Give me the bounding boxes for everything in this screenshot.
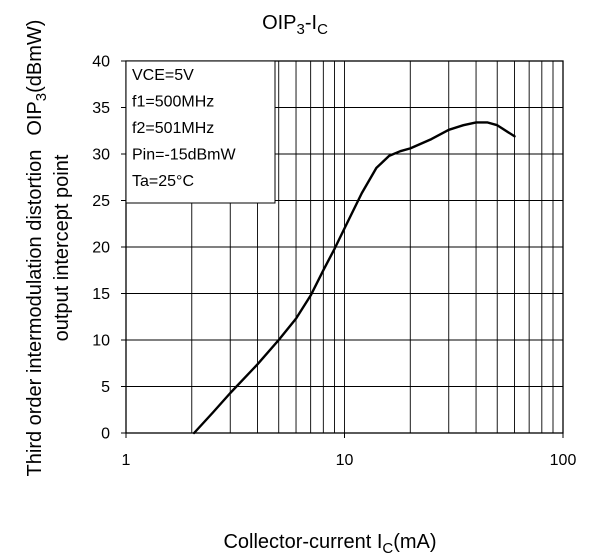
y-axis-label-line-2: output intercept point	[51, 154, 73, 341]
x-tick-label: 10	[336, 452, 354, 469]
title-base: OIP	[262, 12, 296, 34]
x-tick-label: 100	[550, 452, 577, 469]
x-tick-label: 1	[122, 452, 131, 469]
condition-text: f1=500MHz	[132, 94, 214, 111]
y-axis-label-line-1: Third order intermodulation distortion OI…	[24, 20, 50, 477]
y-axis-label-oip-subscript: 3	[33, 93, 50, 101]
y-axis-label-line-1-text: Third order intermodulation distortion	[24, 150, 46, 477]
title-mid: -I	[305, 12, 317, 34]
y-axis-label-oip-unit: (dBmW)	[24, 20, 46, 93]
chart-title: OIP3-IC	[262, 12, 328, 38]
y-tick-label: 35	[92, 100, 110, 117]
y-tick-label: 5	[101, 379, 110, 396]
x-axis-label-base: Collector-current I	[223, 531, 382, 553]
axis-ticks: 0 5 10 15 20 25 30 35 40 1 10 100	[92, 54, 576, 470]
conditions-box: VCE=5V f1=500MHz f2=501MHz Pin=-15dBmW Ta=25…	[125, 60, 276, 204]
title-subscript: 3	[297, 21, 305, 38]
series-layer	[192, 121, 516, 435]
y-tick-label: 0	[101, 426, 110, 443]
y-tick-label: 15	[92, 286, 110, 303]
y-tick-label: 30	[92, 147, 110, 164]
series-line	[192, 121, 516, 435]
x-axis-label-unit: (mA)	[393, 531, 436, 553]
x-axis-label-subscript: C	[382, 540, 393, 557]
title-subscript-2: C	[317, 21, 328, 38]
y-tick-label: 10	[92, 333, 110, 350]
y-axis-label-oip-base: OIP	[24, 101, 46, 135]
condition-text: Pin=-15dBmW	[132, 147, 236, 164]
y-tick-label: 40	[92, 54, 110, 71]
condition-text: VCE=5V	[132, 67, 194, 84]
condition-text: Ta=25°C	[132, 173, 194, 190]
y-tick-label: 20	[92, 240, 110, 257]
x-axis-label: Collector-current IC(mA)	[223, 531, 436, 557]
condition-text: f2=501MHz	[132, 120, 214, 137]
conditions-box-frame	[125, 60, 276, 204]
y-tick-label: 25	[92, 193, 110, 210]
